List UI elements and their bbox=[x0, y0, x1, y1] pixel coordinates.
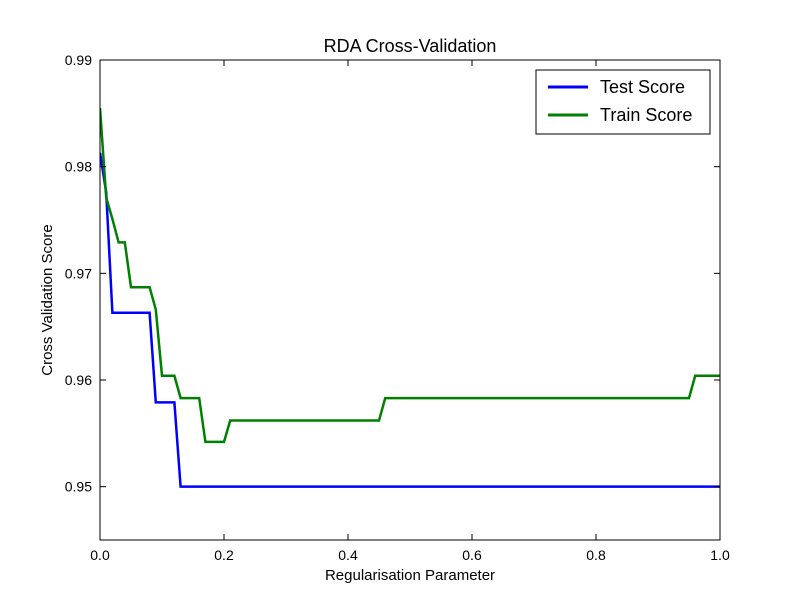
series-layer bbox=[100, 107, 720, 488]
y-axis-title: Cross Validation Score bbox=[39, 224, 56, 375]
series-line-test-score bbox=[100, 152, 720, 488]
ticks-layer: 0.0 0.2 0.4 0.6 0.8 1.0 0.95 0.96 0.97 0.98 0.99 bbox=[65, 52, 730, 563]
series-line-train-score bbox=[100, 107, 720, 444]
y-tick-label: 0.96 bbox=[65, 372, 92, 388]
x-tick-label: 0.4 bbox=[338, 547, 358, 563]
x-axis-title: Regularisation Parameter bbox=[325, 567, 495, 584]
x-tick-label: 0.6 bbox=[462, 547, 482, 563]
x-tick-label: 0.0 bbox=[90, 547, 110, 563]
legend: Test Score Train Score bbox=[535, 69, 711, 135]
chart-title: RDA Cross-Validation bbox=[324, 36, 497, 56]
legend-frame bbox=[535, 69, 711, 135]
y-tick-label: 0.98 bbox=[65, 159, 92, 175]
legend-label-train-score: Train Score bbox=[600, 105, 692, 125]
y-tick-label: 0.97 bbox=[65, 265, 92, 281]
x-tick-label: 0.2 bbox=[214, 547, 234, 563]
legend-label-test-score: Test Score bbox=[600, 77, 685, 97]
x-tick-label: 1.0 bbox=[710, 547, 730, 563]
x-tick-label: 0.8 bbox=[586, 547, 606, 563]
y-tick-label: 0.95 bbox=[65, 479, 92, 495]
plot-frame bbox=[99, 59, 721, 541]
y-tick-label: 0.99 bbox=[65, 52, 92, 68]
